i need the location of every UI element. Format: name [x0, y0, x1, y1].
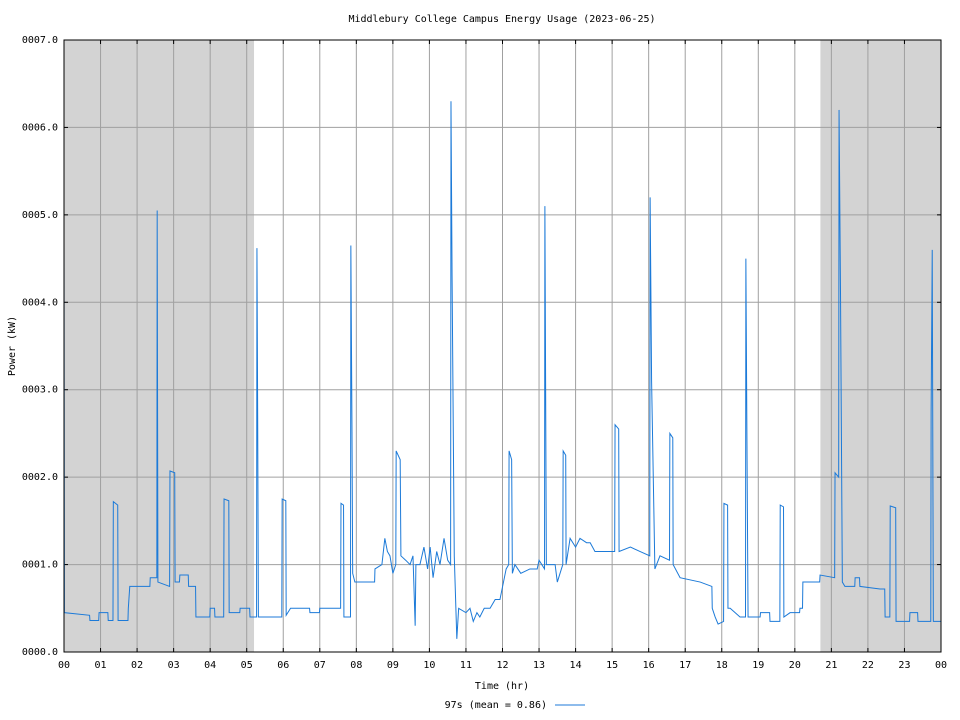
x-tick-label: 17 — [679, 660, 691, 671]
x-tick-label: 13 — [533, 660, 545, 671]
x-tick-label: 14 — [570, 660, 582, 671]
y-tick-label: 0007.0 — [22, 35, 58, 46]
y-tick-label: 0004.0 — [22, 297, 58, 308]
y-tick-label: 0002.0 — [22, 472, 58, 483]
x-tick-label: 11 — [460, 660, 472, 671]
y-tick-label: 0006.0 — [22, 122, 58, 133]
y-tick-label: 0001.0 — [22, 560, 58, 571]
x-tick-label: 10 — [423, 660, 435, 671]
x-tick-label: 15 — [606, 660, 618, 671]
night-shade — [64, 40, 255, 652]
y-axis-label: Power (kW) — [7, 316, 18, 376]
x-axis-label: Time (hr) — [475, 681, 529, 692]
x-tick-label: 23 — [898, 660, 910, 671]
plot-frame — [63, 39, 942, 653]
x-tick-label: 07 — [314, 660, 326, 671]
y-tick-label: 0000.0 — [22, 647, 58, 658]
x-tick-label: 03 — [168, 660, 180, 671]
x-tick-label: 22 — [862, 660, 874, 671]
x-tick-label: 00 — [935, 660, 947, 671]
x-tick-label: 01 — [95, 660, 107, 671]
y-tick-label: 0005.0 — [22, 210, 58, 221]
legend-label: 97s (mean = 0.86) — [445, 700, 547, 711]
plot-background — [63, 39, 942, 653]
x-tick-label: 20 — [789, 660, 801, 671]
x-tick-label: 05 — [241, 660, 253, 671]
x-tick-label: 00 — [58, 660, 70, 671]
x-tick-label: 09 — [387, 660, 399, 671]
x-tick-label: 12 — [496, 660, 508, 671]
x-tick-label: 21 — [825, 660, 837, 671]
x-tick-label: 18 — [716, 660, 728, 671]
x-tick-label: 08 — [350, 660, 362, 671]
x-tick-label: 19 — [752, 660, 764, 671]
y-tick-label: 0003.0 — [22, 385, 58, 396]
data-line — [63, 101, 941, 639]
x-tick-label: 16 — [643, 660, 655, 671]
x-tick-label: 06 — [277, 660, 289, 671]
x-tick-label: 04 — [204, 660, 216, 671]
chart-title: Middlebury College Campus Energy Usage (… — [348, 14, 655, 25]
x-tick-label: 02 — [131, 660, 143, 671]
